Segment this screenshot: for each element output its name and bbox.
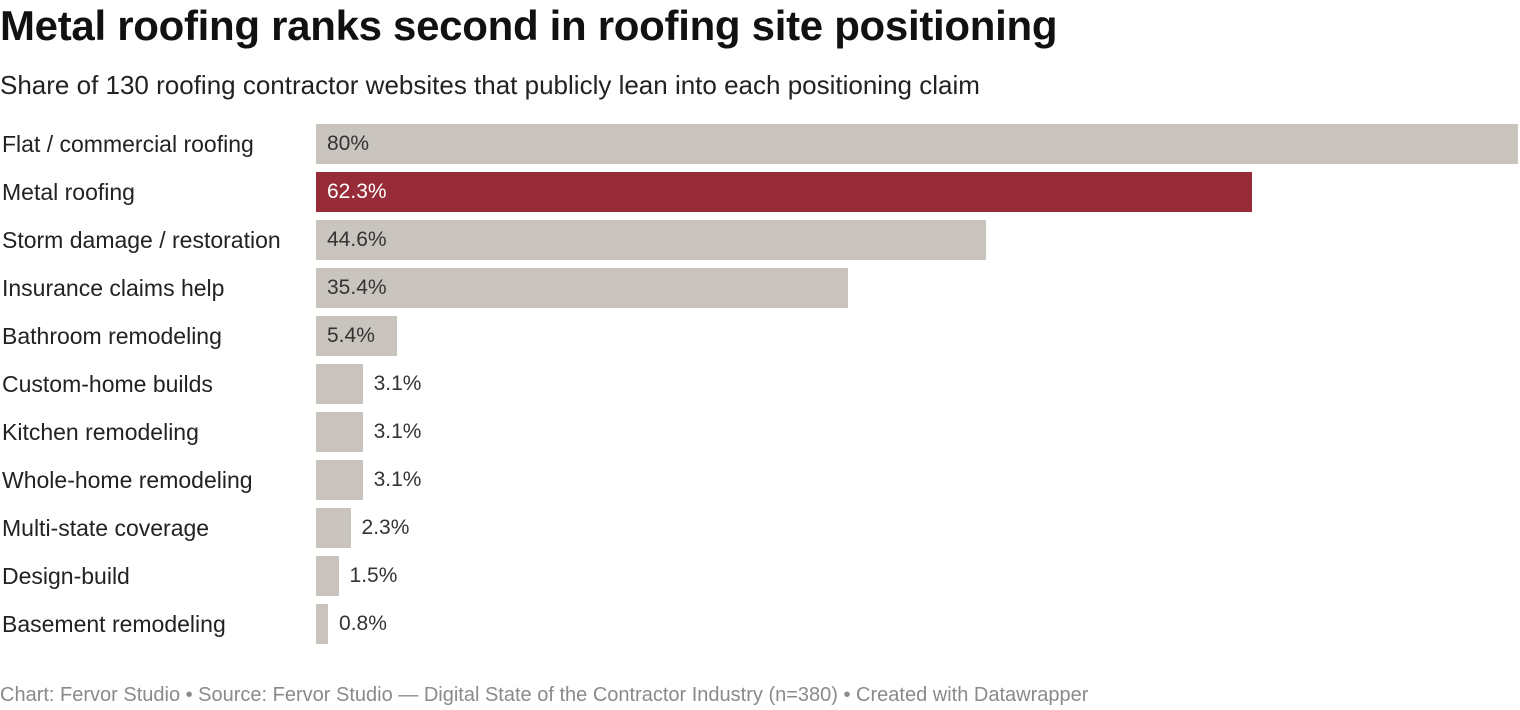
bar-row: Whole-home remodeling 3.1% <box>0 460 1520 500</box>
value-label: 44.6% <box>327 228 387 251</box>
value-label: 1.5% <box>349 564 398 587</box>
value-label: 3.1% <box>373 372 422 395</box>
bar-row: Insurance claims help 35.4% <box>0 268 1520 308</box>
bar <box>316 412 363 452</box>
value-label: 35.4% <box>327 276 387 299</box>
category-label: Kitchen remodeling <box>2 419 199 445</box>
bar-row: Metal roofing 62.3% <box>0 172 1520 212</box>
chart-subtitle: Share of 130 roofing contractor websites… <box>0 70 980 100</box>
value-label: 5.4% <box>327 324 375 347</box>
bar <box>316 220 987 260</box>
value-label: 62.3% <box>327 180 387 203</box>
value-label: 2.3% <box>361 516 410 539</box>
bar <box>316 316 398 356</box>
category-label: Basement remodeling <box>2 611 226 637</box>
bar <box>316 604 329 644</box>
category-label: Bathroom remodeling <box>2 323 222 349</box>
bar <box>316 460 363 500</box>
bar <box>316 268 848 308</box>
category-label: Design-build <box>2 563 130 589</box>
bar <box>316 508 351 548</box>
bar <box>316 172 1253 212</box>
value-label: 0.8% <box>339 612 387 635</box>
category-label: Storm damage / restoration <box>2 227 281 253</box>
bar <box>316 556 339 596</box>
bar-row: Design-build 1.5% <box>0 556 1520 596</box>
value-label: 3.1% <box>373 468 422 491</box>
category-label: Metal roofing <box>2 179 135 205</box>
bar-row: Kitchen remodeling 3.1% <box>0 412 1520 452</box>
category-label: Whole-home remodeling <box>2 467 253 493</box>
bar-row: Custom-home builds 3.1% <box>0 364 1520 404</box>
bar-row: Bathroom remodeling 5.4% <box>0 316 1520 356</box>
category-label: Multi-state coverage <box>2 515 210 541</box>
chart-title: Metal roofing ranks second in roofing si… <box>0 2 1058 49</box>
bar <box>316 364 363 404</box>
bar-row: Flat / commercial roofing 80% <box>0 124 1520 164</box>
bar-chart: Flat / commercial roofing 80% Metal roofin… <box>0 124 1520 654</box>
category-label: Flat / commercial roofing <box>2 131 254 157</box>
bar-row: Storm damage / restoration 44.6% <box>0 220 1520 260</box>
bar-row: Basement remodeling 0.8% <box>0 604 1520 644</box>
value-label: 80% <box>327 132 370 155</box>
chart-footer: Chart: Fervor Studio • Source: Fervor St… <box>0 684 1089 706</box>
value-label: 3.1% <box>373 420 422 443</box>
bar <box>316 124 1518 164</box>
bar-row: Multi-state coverage 2.3% <box>0 508 1520 548</box>
category-label: Insurance claims help <box>2 275 225 301</box>
category-label: Custom-home builds <box>2 371 213 397</box>
